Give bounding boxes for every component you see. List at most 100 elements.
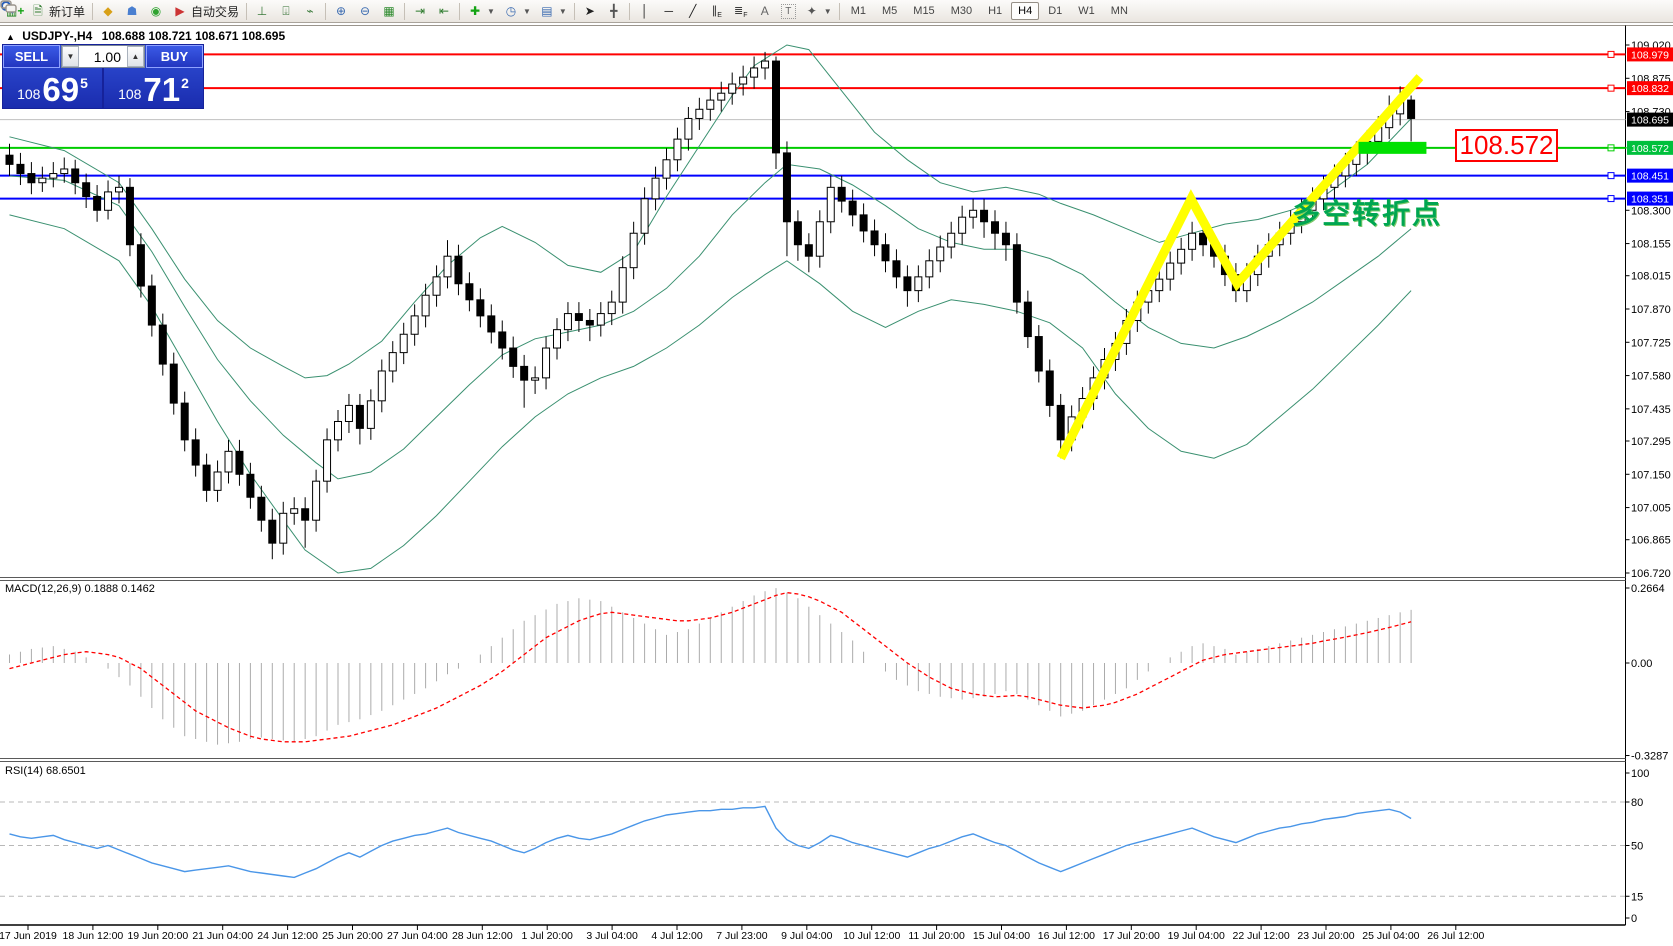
new-order-label: 新订单 [49,4,86,19]
buy-price-display[interactable]: 108 71 2 [104,68,203,108]
macd-signal-line [9,591,1412,743]
chart-shift-button[interactable]: ⇤ [432,1,456,21]
chat-button[interactable] [0,0,1665,21]
tile-windows-button[interactable]: ▦ [377,1,401,21]
candle-body [115,186,123,193]
chevron-down-icon: ▼ [522,6,531,16]
candle-body [355,404,364,429]
signals-button[interactable]: ◉ [144,1,168,21]
timeframe-m15-button[interactable]: M15 [913,5,935,17]
cursor-icon: ➤ [584,4,595,18]
candle-body [553,329,561,349]
auto-scroll-button[interactable]: ⇥ [408,1,432,21]
candle-body [739,76,748,85]
templates-button[interactable]: ▤ ▼ [535,1,571,21]
auto-trading-button[interactable]: ▶ 自动交易 [168,1,243,21]
navigator-button[interactable]: ☗ [120,1,144,21]
candle-body [224,450,233,473]
candle-body [859,214,868,232]
timeframe-m30-button[interactable]: M30 [950,5,973,17]
timeframe-mn-button[interactable]: MN [1110,5,1128,17]
market-watch-button[interactable]: ◆ [96,1,120,21]
volume-input[interactable]: 1.00 [93,48,121,65]
crosshair-tool-button[interactable]: ╋ [602,1,626,21]
text-label-tool-button[interactable]: T [777,1,800,21]
trendline-tool-button[interactable]: ╱ [681,1,705,21]
candle-body [1188,232,1197,250]
candle-body [750,67,759,78]
candle-body [136,244,145,287]
buy-button[interactable]: BUY [146,45,203,68]
candle-body [804,244,813,257]
candle-body [881,244,890,262]
chart-ohlc-values: 108.688 108.721 108.671 108.695 [101,29,286,43]
line-drag-handle[interactable] [1607,84,1615,92]
line-drag-handle[interactable] [1607,172,1615,180]
candle-body [202,464,211,491]
timeframe-m5-button[interactable]: M5 [882,5,898,17]
sell-price-prefix: 108 [17,86,41,102]
rsi-label: RSI(14) 68.6501 [5,765,86,777]
chart-shift-icon: ⇤ [439,4,450,18]
line-chart-mode-button[interactable]: ⌁ [298,1,322,21]
volume-decrease-button[interactable]: ▼ [62,46,79,67]
arrows-tool-button[interactable]: ✦ ▼ [800,1,836,21]
date-axis-label: 10 Jul 12:00 [843,930,900,942]
cursor-tool-button[interactable]: ➤ [578,1,602,21]
text-tool-button[interactable]: A [753,1,777,21]
price-axis-label: 107.870 [1631,304,1671,316]
zoom-out-button[interactable]: ⊖ [353,1,377,21]
toolbar-separator [404,2,406,20]
candle-chart-mode-button[interactable]: ⍗ [274,1,298,21]
line-drag-handle[interactable] [1607,195,1615,203]
svg-text:108.451: 108.451 [1631,171,1669,183]
sell-button[interactable]: SELL [3,45,60,68]
fibonacci-tool-button[interactable]: ≣F [729,1,753,21]
timeframe-m1-button[interactable]: M1 [850,5,866,17]
candle-body [180,402,189,441]
equidistant-channel-tool-button[interactable]: ∥E [705,1,729,21]
candle-body [82,182,91,198]
rsi-axis-label: 100 [1631,768,1649,780]
candle-body [1166,262,1175,280]
zigzag-trend-annotation[interactable] [1056,74,1424,461]
chat-icon [0,0,17,13]
bid-price-badge [1627,112,1673,127]
text-label-icon: T [780,3,796,19]
new-order-button[interactable]: 🗎 新订单 [26,1,89,21]
volume-increase-button[interactable]: ▲ [127,46,144,67]
timeframe-h1-button[interactable]: H1 [988,5,1003,17]
candle-body [793,221,802,246]
candle-body [71,168,80,184]
candle-body [49,173,58,179]
candle-body [673,138,682,161]
bollinger-upper-band [9,44,1412,379]
zoom-in-button[interactable]: ⊕ [329,1,353,21]
line-drag-handle[interactable] [1607,50,1615,58]
timeframe-w1-button[interactable]: W1 [1078,5,1095,17]
date-axis-label: 25 Jul 04:00 [1362,930,1419,942]
indicators-button[interactable]: ✚ ▼ [463,1,499,21]
candle-body [388,352,397,372]
price-level-badge [1627,47,1673,62]
support-highlight-bar[interactable] [1358,141,1427,154]
svg-text:108.832: 108.832 [1631,83,1669,95]
candle-body [585,319,594,326]
candle-body [815,221,824,257]
candle-body [618,267,627,303]
timeframe-h4-button[interactable]: H4 [1011,2,1040,20]
vertical-line-tool-button[interactable]: │ [633,1,657,21]
timeframe-d1-button[interactable]: D1 [1048,5,1063,17]
date-axis-label: 4 Jul 12:00 [651,930,703,942]
periods-button[interactable]: ◷ ▼ [499,1,535,21]
sell-price-display[interactable]: 108 69 5 [3,68,102,108]
candle-body [991,221,999,234]
date-axis-label: 19 Jun 20:00 [127,930,188,942]
date-axis-label: 19 Jul 04:00 [1168,930,1225,942]
candle-body [443,255,452,278]
bar-chart-mode-button[interactable]: ⊥ [250,1,274,21]
horizontal-line-tool-button[interactable]: ─ [657,1,681,21]
toolbar-separator [325,2,327,20]
candle-body [662,159,671,179]
